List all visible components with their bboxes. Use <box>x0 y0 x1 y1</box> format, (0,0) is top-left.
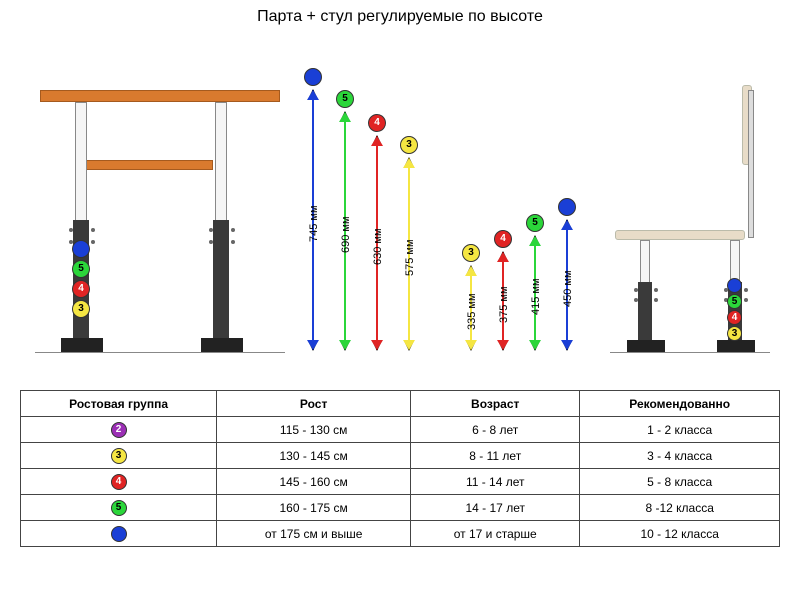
table-row: 4 145 - 160 см11 - 14 лет5 - 8 класса <box>21 469 780 495</box>
row-marker-2: 4 <box>111 474 127 490</box>
chair-leg-marker-2: 4 <box>727 310 742 325</box>
desk-height-1-marker: 5 <box>336 90 354 108</box>
cell-2-3: 5 - 8 класса <box>580 469 780 495</box>
diagram-area: 745 мм 690 мм 5 630 мм 4 575 мм 3 335 мм 3 375 мм… <box>0 30 800 380</box>
desk-height-1-label: 690 мм <box>340 216 352 253</box>
row-marker-3: 5 <box>111 500 127 516</box>
table-header-3: Рекомендованно <box>580 391 780 417</box>
cell-4-1: от 175 см и выше <box>217 521 411 547</box>
desk-top <box>40 90 280 102</box>
desk-height-3-marker: 3 <box>400 136 418 154</box>
chair-height-3-label: 450 мм <box>562 270 574 307</box>
chair-leg-marker-3: 3 <box>727 326 742 341</box>
diagram-title: Парта + стул регулируемые по высоте <box>0 0 800 30</box>
table-row: 3 130 - 145 см8 - 11 лет3 - 4 класса <box>21 443 780 469</box>
desk-height-0-label: 745 мм <box>308 205 320 242</box>
desk-leg-upper-1 <box>215 102 227 232</box>
table-header-0: Ростовая группа <box>21 391 217 417</box>
cell-4-3: 10 - 12 класса <box>580 521 780 547</box>
desk-foot-1 <box>201 338 243 352</box>
cell-1-1: 130 - 145 см <box>217 443 411 469</box>
chair-height-0-marker: 3 <box>462 244 480 262</box>
desk-leg-marker-3: 3 <box>72 300 90 318</box>
cell-2-2: 11 - 14 лет <box>411 469 580 495</box>
table-row: 2 115 - 130 см6 - 8 лет1 - 2 класса <box>21 417 780 443</box>
desk-leg-lower-1 <box>213 220 229 340</box>
desk-shelf <box>83 160 213 170</box>
chair-height-2-label: 415 мм <box>530 278 542 315</box>
desk-leg-marker-0 <box>72 240 90 258</box>
row-marker-0: 2 <box>111 422 127 438</box>
chair-leg-lower-0 <box>638 282 652 340</box>
desk-height-3-label: 575 мм <box>404 239 416 276</box>
cell-0-2: 6 - 8 лет <box>411 417 580 443</box>
table-row: 5 160 - 175 см14 - 17 лет8 -12 класса <box>21 495 780 521</box>
cell-3-2: 14 - 17 лет <box>411 495 580 521</box>
chair-height-0-label: 335 мм <box>466 293 478 330</box>
chair-foot-0 <box>627 340 665 352</box>
table-row: от 175 см и вышеот 17 и старше10 - 12 кл… <box>21 521 780 547</box>
chair-leg-marker-0 <box>727 278 742 293</box>
cell-4-2: от 17 и старше <box>411 521 580 547</box>
chair-height-3-marker <box>558 198 576 216</box>
chair-height-1-label: 375 мм <box>498 286 510 323</box>
row-marker-1: 3 <box>111 448 127 464</box>
table-header-2: Возраст <box>411 391 580 417</box>
chair-foot-1 <box>717 340 755 352</box>
cell-2-1: 145 - 160 см <box>217 469 411 495</box>
chair-height-1-marker: 4 <box>494 230 512 248</box>
desk-leg-marker-2: 4 <box>72 280 90 298</box>
desk-height-2-label: 630 мм <box>372 228 384 265</box>
cell-0-1: 115 - 130 см <box>217 417 411 443</box>
cell-3-3: 8 -12 класса <box>580 495 780 521</box>
desk-height-0-marker <box>304 68 322 86</box>
chair-ground <box>610 352 770 353</box>
desk-foot-0 <box>61 338 103 352</box>
desk-ground <box>35 352 285 353</box>
cell-1-3: 3 - 4 класса <box>580 443 780 469</box>
cell-0-3: 1 - 2 класса <box>580 417 780 443</box>
chair-height-2-marker: 5 <box>526 214 544 232</box>
table-header-1: Рост <box>217 391 411 417</box>
chair-seat <box>615 230 745 240</box>
desk-leg-marker-1: 5 <box>72 260 90 278</box>
chair-leg-marker-1: 5 <box>727 294 742 309</box>
row-marker-4 <box>111 526 127 542</box>
size-table: Ростовая группаРостВозрастРекомендованно… <box>20 390 780 547</box>
cell-1-2: 8 - 11 лет <box>411 443 580 469</box>
desk-height-2-marker: 4 <box>368 114 386 132</box>
chair-back-frame <box>748 90 754 238</box>
cell-3-1: 160 - 175 см <box>217 495 411 521</box>
desk-leg-upper-0 <box>75 102 87 232</box>
